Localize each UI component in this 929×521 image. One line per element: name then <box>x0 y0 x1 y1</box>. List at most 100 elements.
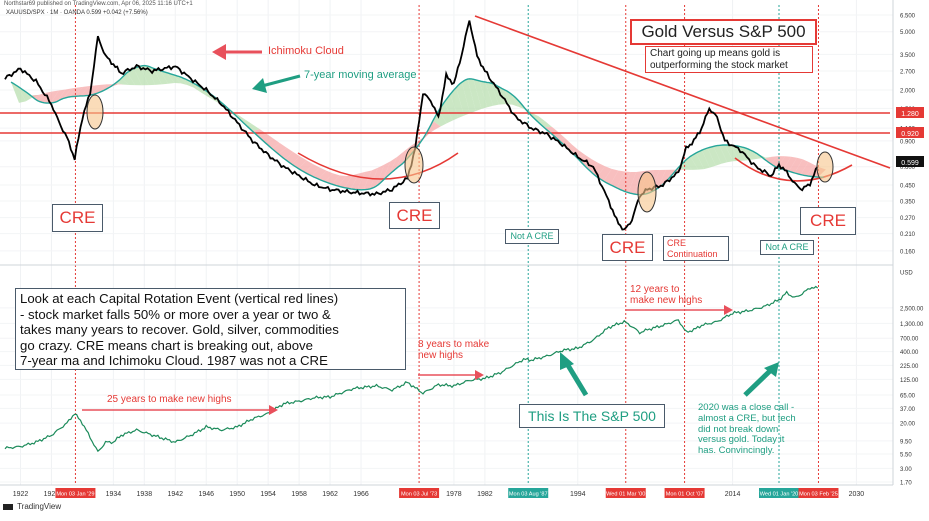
cloud-segment-120 <box>265 138 280 149</box>
cloud-segment-39 <box>92 84 107 95</box>
chart-title: Gold Versus S&P 500 <box>641 22 806 41</box>
cloud-segment-174 <box>382 156 398 181</box>
publisher-line: Northstar69 published on TradingView.com… <box>4 1 193 7</box>
tradingview-logo[interactable]: TradingView <box>3 502 61 511</box>
cloud-segment-204 <box>444 94 459 121</box>
close-call-box: 2020 was a close call - almost a CRE, bu… <box>698 402 796 458</box>
axes <box>0 0 894 486</box>
event-tag-6 <box>798 488 839 498</box>
cloud-segment-168 <box>369 164 385 189</box>
x-tick-12: 1982 <box>477 491 493 498</box>
ma-line <box>10 64 824 196</box>
cloud-segment-135 <box>298 160 314 173</box>
cloud-segment-333 <box>713 145 728 164</box>
arrow-12-years-head <box>724 305 733 315</box>
y-tick-top-7: 0.900 <box>900 139 916 145</box>
cloud-segment-90 <box>198 86 214 101</box>
y-tick-bottom-11: 5.50 <box>900 452 912 458</box>
cloud-segment-228 <box>490 83 506 105</box>
cloud-segment-354 <box>757 153 772 159</box>
breakout-oval-1973 <box>404 146 424 184</box>
y-tick-bottom-6: 125.00 <box>900 378 919 384</box>
cre-label-2000: CRE <box>609 238 646 257</box>
cloud-segment-159 <box>350 171 366 190</box>
x-tick-10: 1966 <box>353 491 369 498</box>
y-tick-bottom-13: 1.70 <box>900 481 912 487</box>
cloud-segment-348 <box>744 147 759 160</box>
ma-arrow <box>261 74 301 88</box>
y-tick-top-3: 2.700 <box>900 69 916 75</box>
label-12-years-line-2: make new highs <box>630 295 703 306</box>
cre-continuation-line-1: CRE <box>667 238 687 248</box>
cloud-segment-108 <box>238 118 254 125</box>
event-label-1: Mon 03 Jul '73 <box>401 492 437 498</box>
cloud-segment-162 <box>357 170 372 190</box>
cloud-segment-105 <box>232 112 247 121</box>
cloud-segment-27 <box>69 86 83 97</box>
cloud-segment-177 <box>389 151 404 175</box>
cloud-segment-285 <box>616 171 631 191</box>
close-call-arrow <box>743 368 773 397</box>
cloud-segment-117 <box>258 133 274 143</box>
x-tick-1: 1926 <box>44 491 60 498</box>
level-1280-text: 1.280 <box>901 111 919 118</box>
cloud-segment-336 <box>719 144 734 163</box>
label-8-years-line-2: new highs <box>418 350 464 361</box>
close-call-line-3: did not break down <box>698 423 779 435</box>
y-tick-top-13: 0.160 <box>900 249 916 255</box>
event-label-6: Mon 03 Feb '25 <box>799 492 838 498</box>
close-call-arrowhead <box>764 362 779 377</box>
x-tick-14: 2014 <box>725 491 741 498</box>
arrow-25-years-head <box>269 405 278 415</box>
explanation-line-5: 7-year ma and Ichimoku Cloud. 1987 was n… <box>20 353 328 368</box>
sp500-arrowhead <box>560 352 574 370</box>
cloud-segment-144 <box>318 170 334 182</box>
last-value-tag <box>896 156 924 167</box>
y-tick-bottom-9: 20.00 <box>900 422 916 428</box>
y-tick-top-4: 2.000 <box>900 89 916 95</box>
cloud-segment-72 <box>160 70 175 84</box>
cloud-segment-84 <box>185 79 201 92</box>
x-tick-13: 1994 <box>570 491 586 498</box>
level-0920-text: 0.920 <box>901 131 919 138</box>
level-1280-tag <box>896 107 924 118</box>
x-ticks: 1922 1926 1934 1938 1942 1946 1950 1954 1958 1962… <box>13 491 865 498</box>
cloud-segment-276 <box>597 166 612 182</box>
cloud-segment-360 <box>770 156 786 168</box>
not-cre-box-2020: Not A CRE <box>760 240 814 255</box>
explanation-line-1: Look at each Capital Rotation Event (ver… <box>20 291 339 306</box>
sp500-line-layer <box>4 285 819 453</box>
y-tick-bottom-0: USD <box>900 271 913 277</box>
y-tick-top-10: 0.350 <box>900 200 916 206</box>
cloud-segment-321 <box>690 153 704 170</box>
annotation-arrows <box>82 44 779 415</box>
level-0920-tag <box>896 127 924 138</box>
cloud-segment-192 <box>421 129 436 142</box>
cloud-segment-216 <box>467 79 482 112</box>
y-tick-top-1: 5.000 <box>900 30 916 36</box>
explanation-line-4: go crazy. CRE means chart is breaking ou… <box>20 337 313 353</box>
cloud-segment-342 <box>730 145 746 161</box>
sp500-line <box>4 285 819 453</box>
sp500-box: This Is The S&P 500 <box>519 404 665 428</box>
moving-average <box>10 64 824 196</box>
not-cre-label-2020: Not A CRE <box>765 242 809 252</box>
explanation-box: Look at each Capital Rotation Event (ver… <box>15 288 406 370</box>
subtitle-line-1: Chart going up means gold is <box>650 48 781 59</box>
arrow-8-years-head <box>475 370 484 380</box>
cloud-segment-180 <box>395 146 411 169</box>
level-labels: 1.280 0.920 0.599 <box>896 107 924 167</box>
event-tag-4 <box>664 488 705 498</box>
cloud-segment-249 <box>537 121 552 128</box>
cre-box-1973: CRE <box>389 202 440 229</box>
cloud-segment-9 <box>30 92 46 101</box>
cloud-segment-255 <box>550 132 566 139</box>
x-tick-3: 1938 <box>137 491 153 498</box>
cre-box-2025: CRE <box>800 207 856 235</box>
cloud-segment-150 <box>331 175 347 187</box>
cloud-segment-171 <box>376 161 391 187</box>
not-cre-box-1987: Not A CRE <box>505 229 559 244</box>
close-call-line-2: almost a CRE, but tech <box>698 412 796 424</box>
breakout-oval-1929 <box>86 94 104 130</box>
ichimoku-label: Ichimoku Cloud <box>268 45 344 57</box>
